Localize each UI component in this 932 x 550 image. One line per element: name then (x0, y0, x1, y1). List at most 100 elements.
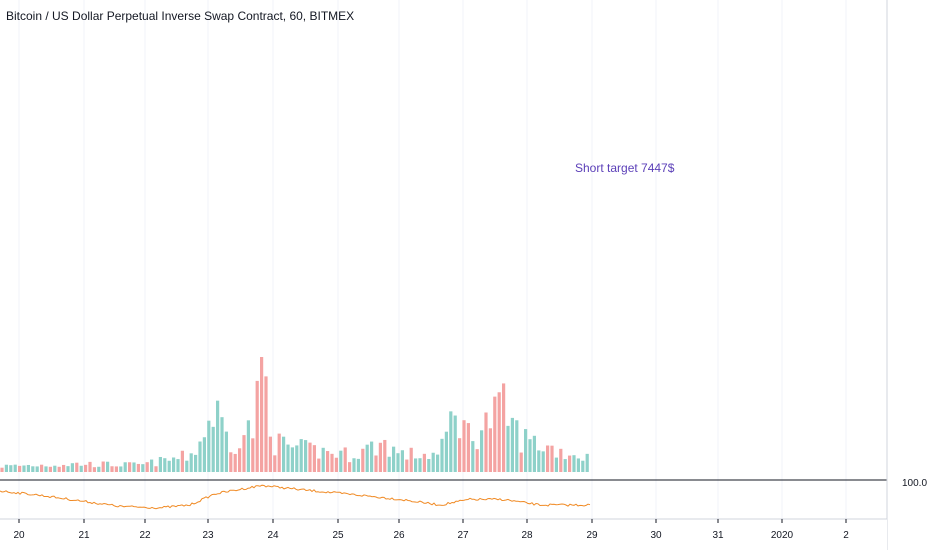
time-tick-label: 28 (521, 530, 533, 541)
volume-bar (70, 463, 74, 472)
volume-bar (506, 425, 510, 472)
volume-bar (352, 458, 356, 472)
volume-bar (449, 411, 453, 472)
volume-bar (400, 450, 404, 472)
volume-bar (264, 376, 268, 472)
volume-bar (198, 441, 202, 472)
volume-bar (53, 465, 57, 472)
volume-bar (220, 417, 224, 472)
time-tick-label: 24 (267, 530, 279, 541)
volume-bar (145, 462, 149, 472)
volume-bar (123, 462, 127, 472)
volume-bar (66, 466, 70, 472)
volume-bar (378, 442, 382, 472)
volume-bar (497, 392, 501, 472)
time-tick-label: 25 (332, 530, 344, 541)
volume-bar (317, 458, 321, 472)
volume-bar (202, 437, 206, 472)
volume-bar (387, 456, 391, 472)
volume-bar (255, 380, 259, 472)
volume-bar (251, 438, 255, 472)
volume-bar (519, 452, 523, 472)
volume-bar (370, 441, 374, 472)
volume-bar (13, 464, 17, 472)
volume-bar (62, 464, 66, 472)
volume-bar (150, 459, 154, 472)
volume-bar (48, 466, 52, 472)
volume-bar (528, 439, 532, 472)
volume-bar (132, 462, 136, 472)
volume-bar (119, 466, 123, 472)
volume-bar (216, 400, 220, 472)
volume-bar (246, 420, 250, 472)
volume-bar (343, 447, 347, 472)
volume-bar (26, 464, 30, 472)
volume-bar (356, 458, 360, 472)
time-tick-label: 21 (78, 530, 90, 541)
volume-bar (88, 461, 92, 472)
chart-title: Bitcoin / US Dollar Perpetual Inverse Sw… (6, 9, 355, 23)
time-tick-label: 27 (457, 530, 469, 541)
volume-bar (502, 383, 506, 472)
volume-bar (0, 467, 4, 472)
time-tick-label: 29 (586, 530, 598, 541)
volume-bar (510, 417, 514, 472)
indicator-line (0, 484, 591, 510)
volume-bar (299, 439, 303, 472)
volume-bar (480, 430, 484, 472)
volume-bar (79, 465, 83, 472)
volume-bar (273, 455, 277, 472)
volume-bar (488, 428, 492, 472)
indicator-tick-label: 100.0 (902, 478, 927, 489)
volume-bar (339, 450, 343, 472)
volume-bar (585, 453, 589, 472)
volume-bar (475, 449, 479, 472)
volume-bar (189, 453, 193, 472)
volume-bar (471, 441, 475, 472)
volume-bar (515, 420, 519, 472)
volume-bar (268, 436, 272, 472)
volume-bar (242, 435, 246, 472)
volume-bar (304, 440, 308, 472)
volume-bar (532, 435, 536, 472)
time-tick-label: 20 (13, 530, 25, 541)
volume-bar (158, 456, 162, 472)
volume-bar (396, 453, 400, 472)
volume-bar (229, 452, 233, 472)
volume-bar (163, 458, 167, 472)
volume-bar (405, 459, 409, 472)
volume-bar (484, 412, 488, 472)
volume-bar (260, 357, 264, 472)
volume-bar (436, 454, 440, 472)
volume-bar (141, 464, 145, 472)
volume-bar (238, 448, 242, 472)
volume-bar (31, 466, 35, 472)
time-tick-label: 22 (139, 530, 151, 541)
volume-bar (453, 415, 457, 472)
volume-bar (114, 466, 118, 472)
volume-bar (18, 465, 22, 472)
volume-bar (128, 462, 132, 472)
volume-bar (97, 466, 101, 472)
volume-bar (334, 457, 338, 472)
volume-bar (550, 445, 554, 472)
volume-bar (295, 445, 299, 472)
volume-bar (9, 465, 13, 472)
volume-bar (440, 438, 444, 472)
time-tick-label: 2 (843, 530, 849, 541)
time-tick-label: 31 (712, 530, 724, 541)
volume-bar (392, 446, 396, 472)
volume-bar (233, 453, 237, 472)
volume-bar (35, 466, 39, 472)
volume-bar (462, 420, 466, 472)
volume-bar (559, 448, 563, 472)
volume-bar (180, 450, 184, 472)
volume-bar (365, 444, 369, 472)
volume-bar (211, 426, 215, 472)
volume-bar (167, 460, 171, 472)
volume-bar (277, 433, 281, 472)
volume-bar (110, 466, 114, 472)
volume-bar (418, 458, 422, 472)
volume-bar (409, 447, 413, 472)
